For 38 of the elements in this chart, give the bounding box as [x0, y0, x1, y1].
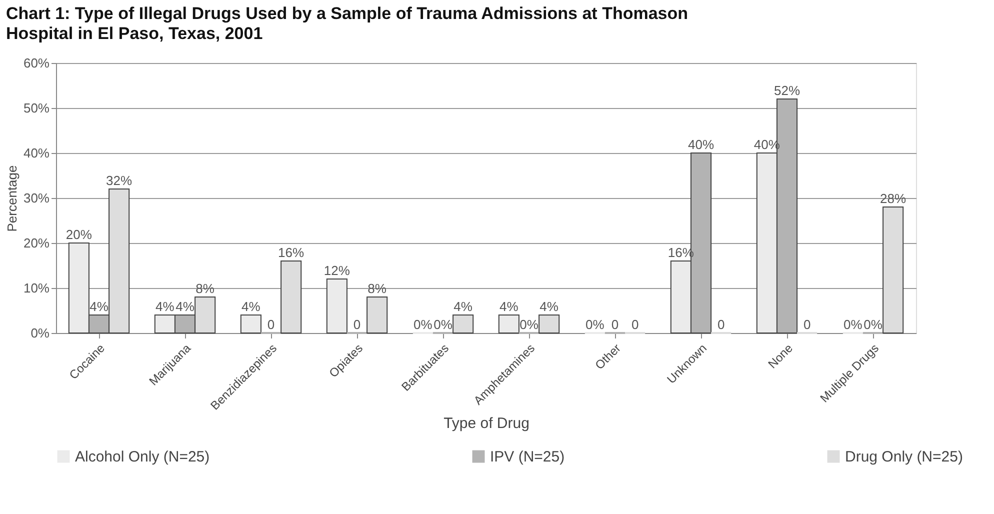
x-axis-title: Type of Drug [444, 415, 530, 432]
data-label: 4% [242, 299, 261, 314]
y-tick-label: 40% [23, 146, 50, 160]
y-tick-label: 20% [23, 236, 50, 250]
data-label: 0 [631, 317, 639, 332]
data-label: 4% [540, 299, 559, 314]
data-label: 0% [586, 317, 605, 332]
data-label: 4% [454, 299, 473, 314]
y-tick-label: 30% [23, 190, 50, 206]
y-tick-label: 0% [30, 326, 50, 340]
data-label: 4% [176, 299, 195, 314]
data-label: 4% [156, 299, 175, 314]
data-label: 0 [353, 317, 361, 332]
y-axis-title: Percentage [4, 165, 20, 232]
data-label: 0% [414, 317, 433, 332]
legend-label: Alcohol Only (N=25) [75, 448, 210, 466]
data-label: 40% [688, 137, 714, 152]
y-tick-label: 50% [23, 100, 50, 116]
data-label: 16% [278, 245, 305, 260]
y-tick-label: 60% [23, 56, 50, 70]
data-label: 4% [500, 299, 519, 314]
data-label: 20% [66, 227, 92, 242]
data-label: 52% [774, 83, 800, 98]
data-label: 0 [717, 317, 725, 332]
legend-label: Drug Only (N=25) [845, 448, 963, 466]
data-label: 0% [864, 317, 883, 332]
data-label: 0 [611, 317, 619, 332]
data-label: 0 [803, 317, 811, 332]
data-label: 32% [106, 173, 133, 188]
chart-title: Chart 1: Type of Illegal Drugs Used by a Sample of Trauma Admissions at Thomason Hospital in El Paso, Texas, 2001 [6, 4, 688, 43]
data-label: 12% [324, 263, 350, 278]
y-tick-label: 10% [23, 280, 50, 296]
data-label: 4% [90, 299, 109, 314]
legend-label: IPV (N=25) [490, 448, 565, 466]
data-label: 0% [844, 317, 863, 332]
data-label: 0 [267, 317, 275, 332]
data-label: 0% [434, 317, 453, 332]
data-label: 0% [520, 317, 539, 332]
